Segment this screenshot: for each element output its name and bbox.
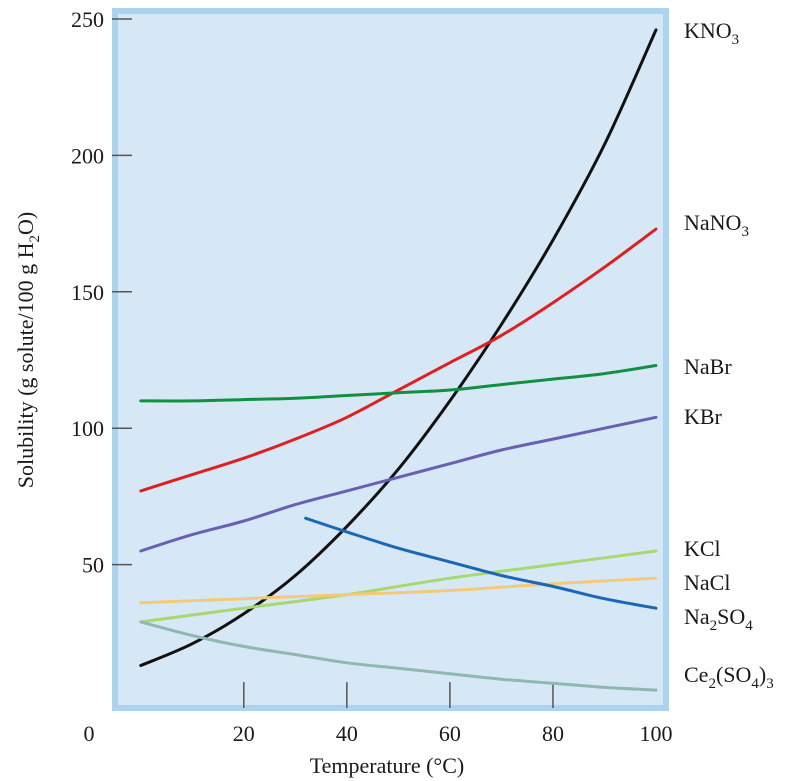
axis-ticks [112,18,554,708]
x-tick-label-100: 100 [640,721,673,746]
x-tick-label-80: 80 [542,721,564,746]
y-tick-label-250: 250 [71,7,104,32]
origin-label: 0 [84,721,95,746]
tick-labels: 50 100 150 200 250 20 40 60 80 100 0 [71,7,673,746]
series-line-na2so4 [304,516,658,610]
series-label-nano3: NaNO3 [684,210,749,240]
series-lines [139,28,658,692]
series-label-nabr: NaBr [684,354,732,379]
series-line-nano3 [139,227,658,493]
x-tick-label-20: 20 [233,721,255,746]
x-tick-label-60: 60 [439,721,461,746]
series-line-ce2-so4-3 [139,620,658,692]
series-line-kbr [139,415,658,553]
series-line-nacl [139,576,658,605]
x-tick-label-40: 40 [336,721,358,746]
series-label-ce2-so4-3: Ce2(SO4)3 [684,662,774,692]
y-tick-label-200: 200 [71,143,104,168]
series-label-kcl: KCl [684,536,721,561]
series-label-kno3: KNO3 [684,18,739,48]
series-label-na2so4: Na2SO4 [684,604,753,634]
y-tick-label-150: 150 [71,280,104,305]
y-tick-label-100: 100 [71,416,104,441]
series-label-nacl: NaCl [684,570,730,595]
series-labels: KNO3 NaNO3 NaBr KBr KCl NaCl Na2SO4 Ce2(SO4)3 [684,18,774,692]
y-axis-title: Solubility (g solute/100 g H2O) [13,212,43,488]
series-line-kcl [139,549,658,624]
series-line-nabr [139,364,658,403]
series-line-kno3 [139,28,658,667]
series-label-kbr: KBr [684,404,723,429]
y-tick-label-50: 50 [82,553,104,578]
x-axis-title: Temperature (°C) [310,753,464,778]
